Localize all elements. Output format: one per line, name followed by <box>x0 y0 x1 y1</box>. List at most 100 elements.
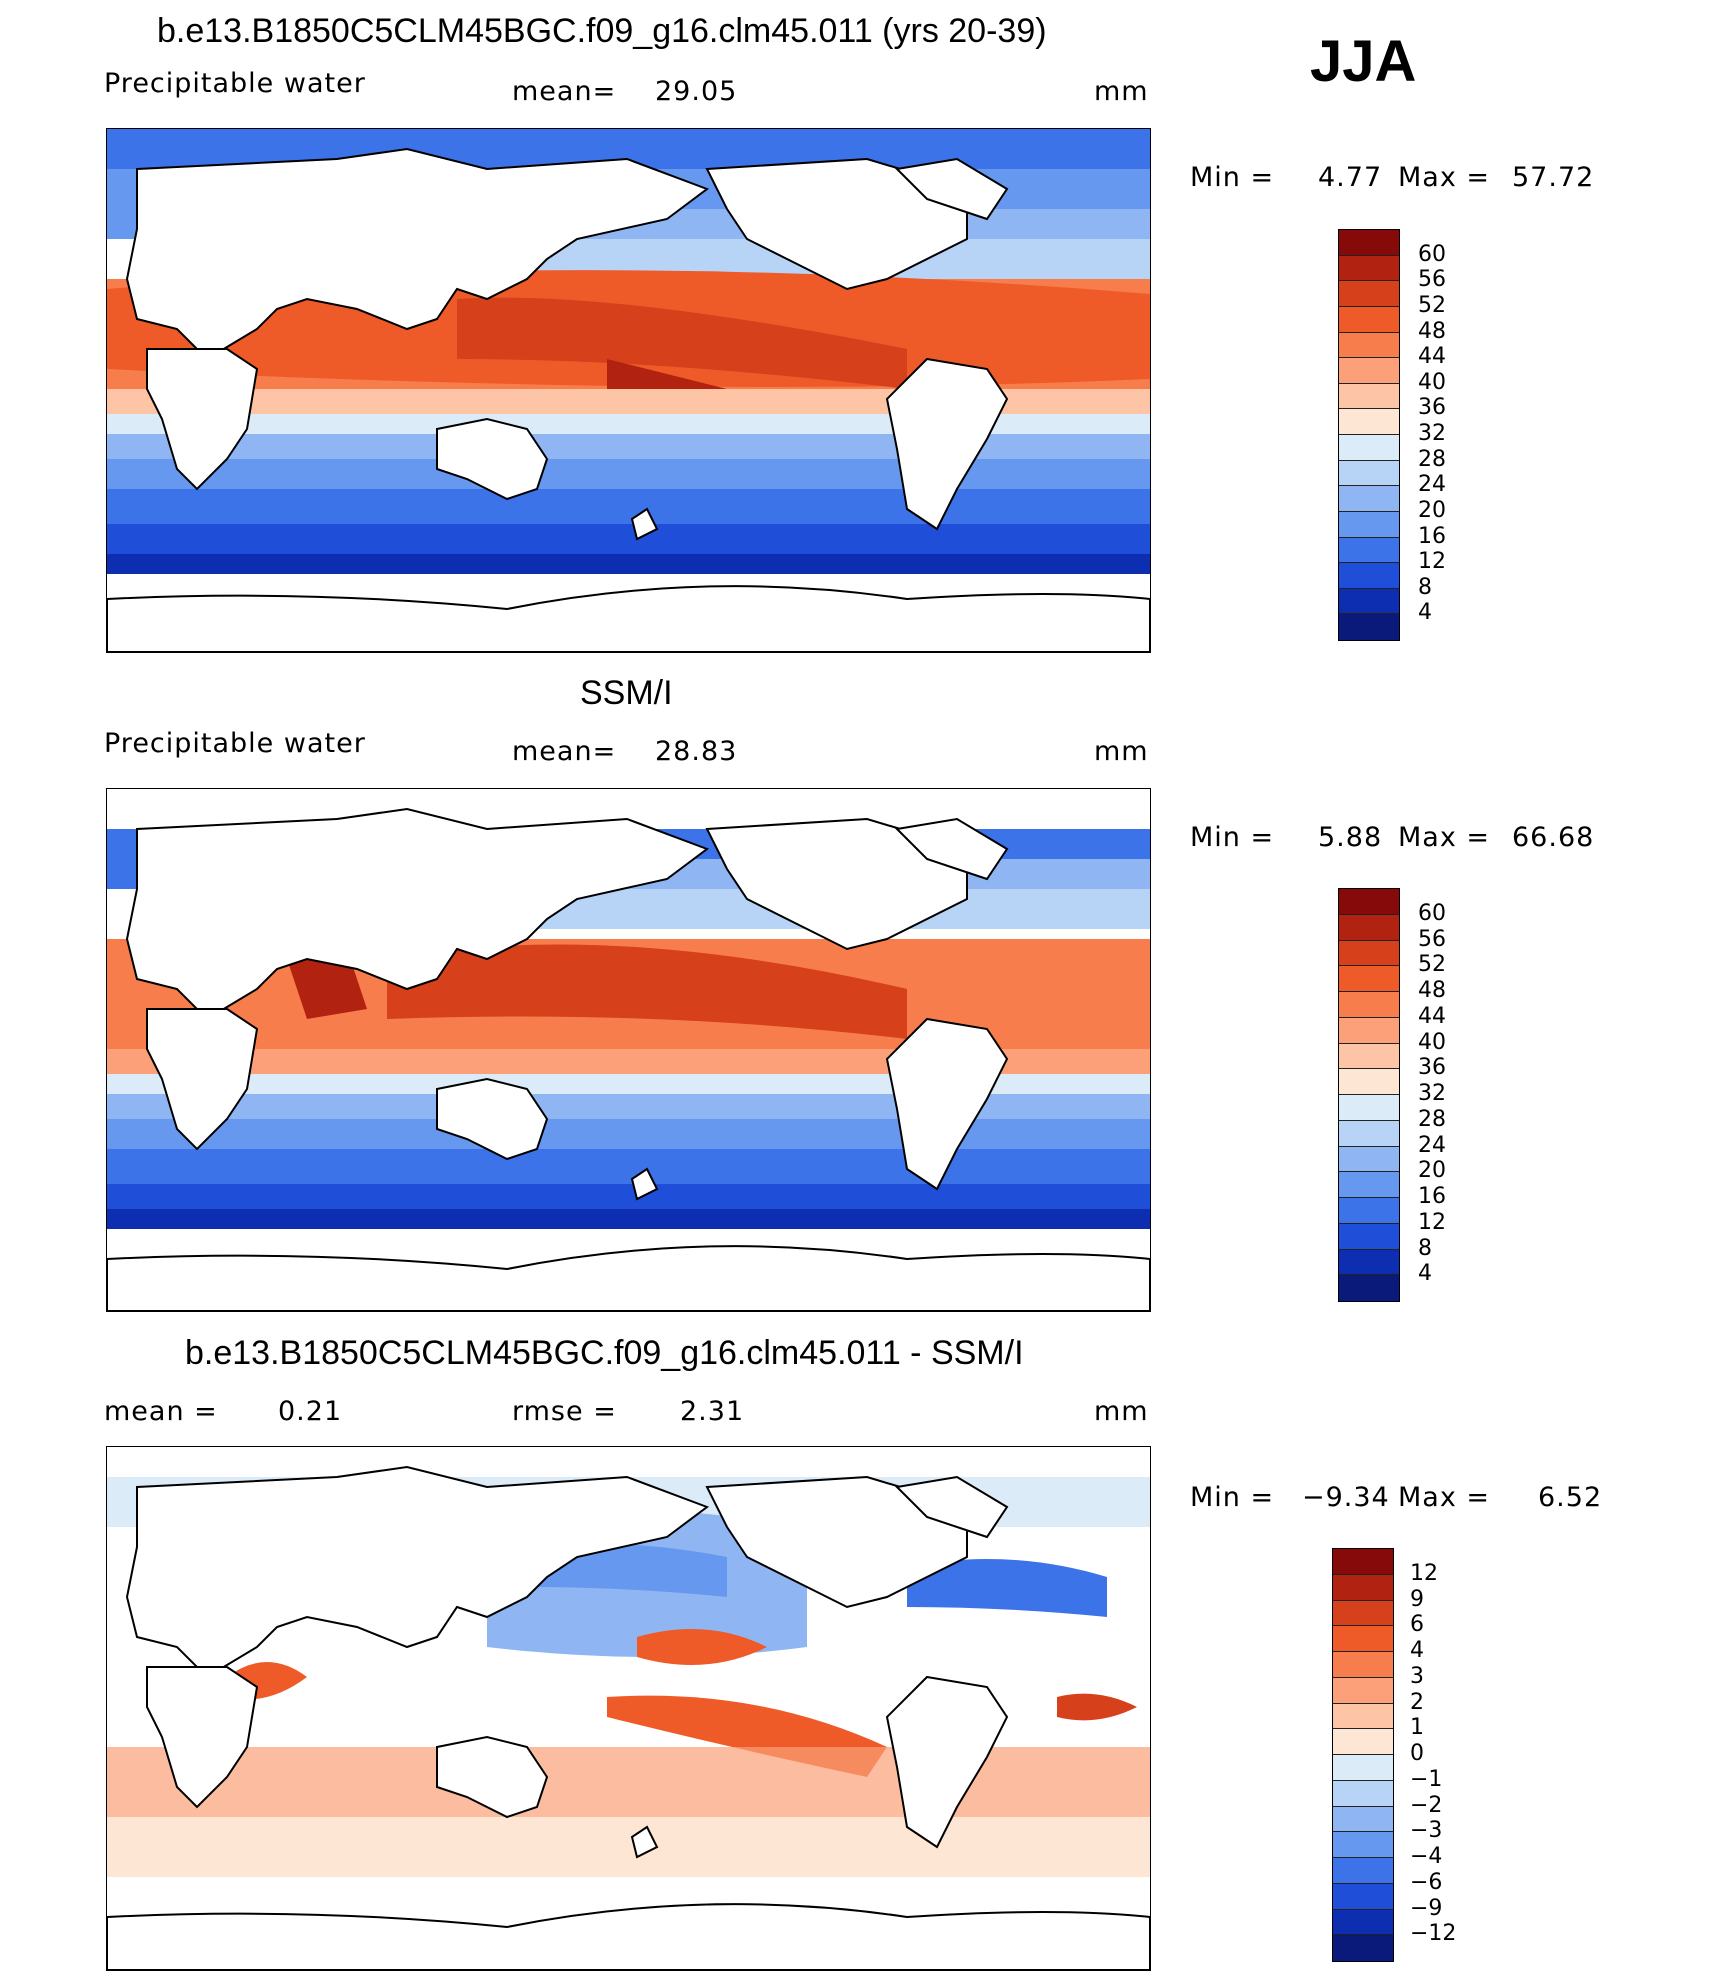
colorbar-segment <box>1339 1095 1399 1121</box>
colorbar-segment <box>1333 1677 1393 1704</box>
colorbar-segment <box>1339 435 1399 461</box>
colorbar-tick-label: 4 <box>1410 1638 1424 1663</box>
colorbar-segment <box>1339 306 1399 333</box>
panel2-mean-label: mean= <box>512 736 617 767</box>
colorbar-tick-label: 36 <box>1418 1055 1446 1081</box>
panel1-colorbar <box>1338 229 1400 641</box>
panel2-max-value: 66.68 <box>1512 822 1595 853</box>
colorbar-segment <box>1339 614 1399 640</box>
colorbar-segment <box>1339 460 1399 487</box>
panel3-map-svg <box>107 1447 1150 1970</box>
panel2-variable-label: Precipitable water <box>104 728 366 759</box>
panel1-continents <box>107 147 1150 652</box>
colorbar-tick-label: −12 <box>1410 1921 1457 1947</box>
colorbar-segment <box>1333 1549 1393 1575</box>
colorbar-segment <box>1339 1223 1399 1250</box>
colorbar-segment <box>1339 358 1399 384</box>
colorbar-tick-label: 1 <box>1410 1715 1424 1741</box>
colorbar-tick-label: 20 <box>1418 497 1446 523</box>
colorbar-tick-label: 9 <box>1410 1586 1424 1612</box>
colorbar-tick-label: 4 <box>1418 1261 1432 1287</box>
panel2-min-label: Min = <box>1190 822 1275 853</box>
colorbar-segment <box>1339 1249 1399 1276</box>
colorbar-segment <box>1339 1172 1399 1198</box>
colorbar-tick-label: 24 <box>1418 1132 1446 1158</box>
colorbar-segment <box>1339 1146 1399 1173</box>
colorbar-segment <box>1339 332 1399 359</box>
colorbar-segment <box>1339 1043 1399 1070</box>
colorbar-segment <box>1339 1120 1399 1147</box>
panel1-map-svg <box>107 129 1150 652</box>
panel2-map-svg <box>107 807 1150 1311</box>
colorbar-segment <box>1339 255 1399 282</box>
colorbar-segment <box>1333 1935 1393 1961</box>
colorbar-tick-label: 8 <box>1418 1235 1432 1261</box>
panel1-mean-value: 29.05 <box>655 76 738 107</box>
colorbar-tick-label: 56 <box>1418 267 1446 293</box>
colorbar-tick-label: 36 <box>1418 395 1446 421</box>
colorbar-segment <box>1339 511 1399 538</box>
colorbar-segment <box>1333 1626 1393 1652</box>
panel3-mean-label: mean = <box>104 1396 218 1427</box>
panel2-max-label: Max = <box>1398 822 1491 853</box>
colorbar-tick-label: −3 <box>1410 1818 1443 1844</box>
colorbar-tick-label: 40 <box>1418 369 1446 395</box>
colorbar-tick-label: 2 <box>1410 1689 1424 1715</box>
colorbar-segment <box>1339 588 1399 615</box>
panel2-continents <box>107 807 1150 1311</box>
colorbar-tick-label: 12 <box>1418 1209 1446 1235</box>
colorbar-tick-label: 32 <box>1418 421 1446 446</box>
panel1-colorbar-labels: 60 56 52 48 44 40 36 32 28 24 20 16 12 8 4 <box>1418 229 1498 639</box>
panel3-min-value: −9.34 <box>1302 1482 1390 1513</box>
colorbar-segment <box>1339 383 1399 410</box>
colorbar-segment <box>1333 1780 1393 1807</box>
panel2-map <box>106 788 1151 1312</box>
panel1-max-value: 57.72 <box>1512 162 1595 193</box>
colorbar-tick-label: 52 <box>1418 292 1446 318</box>
colorbar-tick-label: 48 <box>1418 978 1446 1003</box>
colorbar-tick-label: 12 <box>1418 549 1446 575</box>
colorbar-tick-label: 52 <box>1418 952 1446 978</box>
colorbar-tick-label: 56 <box>1418 926 1446 952</box>
panel2-title: SSM/I <box>580 674 673 712</box>
panel3-rmse-label: rmse = <box>512 1396 617 1427</box>
colorbar-segment <box>1339 1275 1399 1301</box>
colorbar-segment <box>1339 940 1399 967</box>
panel3-mean-value: 0.21 <box>278 1396 343 1427</box>
colorbar-segment <box>1339 281 1399 307</box>
panel3-max-value: 6.52 <box>1538 1482 1603 1513</box>
colorbar-segment <box>1333 1574 1393 1601</box>
colorbar-segment <box>1333 1755 1393 1781</box>
panel3-colorbar-labels: 12 9 6 4 3 2 1 0 −1 −2 −3 −4 −6 −9 −12 <box>1410 1548 1500 1960</box>
colorbar-tick-label: 3 <box>1410 1663 1424 1689</box>
panel3-title: b.e13.B1850C5CLM45BGC.f09_g16.clm45.011 … <box>185 1334 1024 1372</box>
colorbar-segment <box>1339 409 1399 435</box>
panel3-max-label: Max = <box>1398 1482 1491 1513</box>
colorbar-tick-label: 40 <box>1418 1029 1446 1055</box>
colorbar-segment <box>1339 889 1399 915</box>
panel1-min-value: 4.77 <box>1318 162 1383 193</box>
panel1-min-label: Min = <box>1190 162 1275 193</box>
panel2-colorbar <box>1338 888 1400 1302</box>
colorbar-tick-label: 44 <box>1418 344 1446 370</box>
season-label: JJA <box>1310 29 1417 94</box>
colorbar-segment <box>1333 1858 1393 1884</box>
colorbar-segment <box>1339 914 1399 941</box>
panel3-min-label: Min = <box>1190 1482 1275 1513</box>
panel1-variable-label: Precipitable water <box>104 68 366 99</box>
panel3-colorbar <box>1332 1548 1394 1962</box>
panel2-min-value: 5.88 <box>1318 822 1383 853</box>
colorbar-tick-label: 60 <box>1418 241 1446 267</box>
colorbar-tick-label: −1 <box>1410 1766 1443 1792</box>
panel3-map <box>106 1446 1151 1971</box>
colorbar-segment <box>1339 1069 1399 1095</box>
colorbar-tick-label: 4 <box>1418 600 1432 626</box>
colorbar-segment <box>1333 1703 1393 1730</box>
colorbar-segment <box>1333 1883 1393 1910</box>
colorbar-segment <box>1339 1017 1399 1044</box>
colorbar-tick-label: 6 <box>1410 1612 1424 1638</box>
colorbar-segment <box>1339 537 1399 564</box>
colorbar-tick-label: 8 <box>1418 574 1432 600</box>
colorbar-segment <box>1333 1600 1393 1627</box>
panel1-title: b.e13.B1850C5CLM45BGC.f09_g16.clm45.011 … <box>157 12 1047 50</box>
